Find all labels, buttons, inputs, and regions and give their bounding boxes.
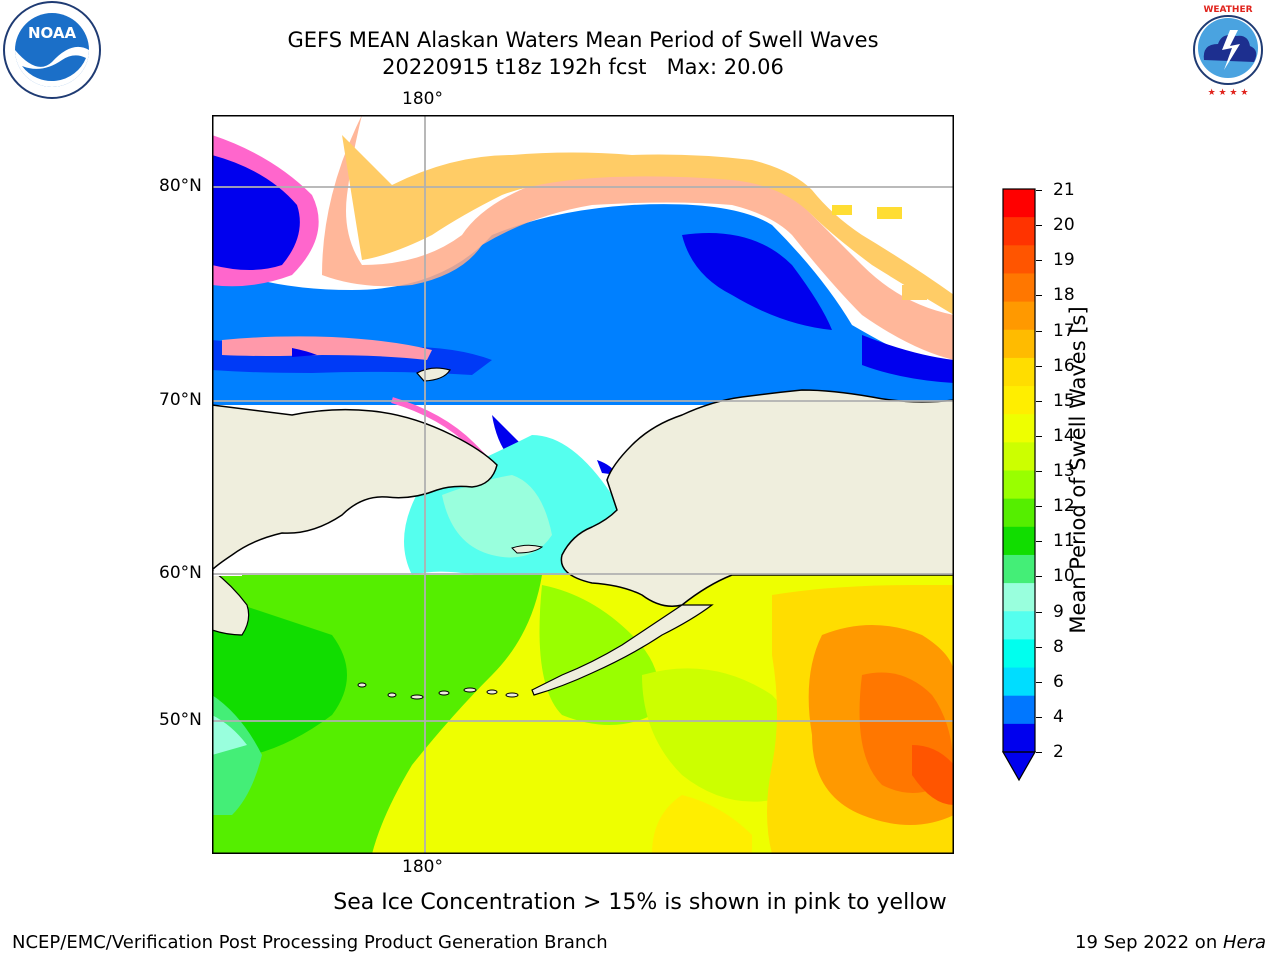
colorbar-tick-mark [1036,681,1042,683]
lat-label-60: 60°N [159,563,202,583]
colorbar-tick-mark [1036,576,1042,578]
nws-logo: WEATHER ★ ★ ★ ★ [1181,3,1275,98]
colorbar-tick-mark [1036,190,1042,191]
colorbar-tick-label: 19 [1053,250,1075,271]
noaa-logo: NOAA [3,1,101,99]
colorbar-tick-label: 8 [1053,636,1064,657]
colorbar-tick-label: 9 [1053,601,1064,622]
colorbar-tick-label: 4 [1053,706,1064,727]
colorbar-block [1003,189,1035,218]
colorbar-block [1003,667,1035,697]
colorbar-tick-label: 13 [1053,461,1075,481]
colorbar-block [1003,329,1035,359]
colorbar-tick-mark [1036,752,1042,753]
colorbar-tick-label: 11 [1053,531,1075,552]
svg-text:WEATHER: WEATHER [1203,5,1252,15]
colorbar-tick-mark [1036,435,1042,437]
footer-branch: NCEP/EMC/Verification Post Processing Pr… [12,932,608,953]
colorbar-tick-label: 6 [1053,671,1064,692]
colorbar-tick-mark [1036,295,1042,297]
colorbar-block [1003,386,1035,415]
colorbar-tick-label: 21 [1053,180,1075,200]
colorbar-tick-label: 2 [1053,742,1064,762]
footer-date-text: 19 Sep 2022 on [1075,932,1223,953]
colorbar-tick-mark [1036,225,1042,227]
colorbar-block [1003,273,1035,303]
footer-machine: Hera [1222,932,1266,953]
colorbar-tick-label: 17 [1053,320,1075,341]
colorbar-block [1003,695,1035,725]
colorbar-block [1003,611,1035,640]
colorbar-tick-mark [1036,611,1042,613]
colorbar-tick-mark [1036,646,1042,648]
svg-text:NOAA: NOAA [28,24,77,42]
colorbar-tick-mark [1036,716,1042,718]
footer-date: 19 Sep 2022 on Hera [1075,932,1266,953]
lat-label-50: 50°N [159,710,202,730]
colorbar-tick-label: 18 [1053,285,1075,306]
colorbar-tick-label: 15 [1053,390,1075,411]
colorbar-block [1003,526,1035,556]
colorbar-tick-mark [1036,365,1042,367]
colorbar-tick-mark [1036,400,1042,402]
swell-period-map [212,115,954,854]
svg-text:★ ★ ★ ★: ★ ★ ★ ★ [1208,88,1249,98]
colorbar-tick-label: 14 [1053,425,1075,446]
colorbar-tick-label: 10 [1053,566,1075,587]
lon-label-top: 180° [402,89,443,109]
colorbar-tick-label: 20 [1053,215,1075,236]
colorbar-block [1003,442,1035,471]
colorbar-block [1003,723,1035,753]
colorbar-block [1003,583,1035,612]
colorbar-block [1003,245,1035,274]
colorbar-block [1003,217,1035,246]
lon-label-bottom: 180° [402,857,443,877]
map-title: GEFS MEAN Alaskan Waters Mean Period of … [287,28,879,52]
map-subtitle: 20220915 t18z 192h fcst Max: 20.06 [382,55,784,79]
colorbar-block [1003,470,1035,500]
colorbar-block [1003,498,1035,528]
sea-ice-edge [212,135,319,287]
colorbar-tick-mark [1036,471,1042,472]
sea-ice-caption: Sea Ice Concentration > 15% is shown in … [333,890,947,915]
colorbar-block [1003,639,1035,669]
colorbar-block [1003,357,1035,387]
lat-label-70: 70°N [159,390,202,410]
colorbar-tick-mark [1036,330,1042,332]
colorbar-label: Mean Period of Swell Waves [s] [1066,306,1090,634]
colorbar-tick-mark [1036,506,1042,508]
colorbar-extend-arrow [1002,751,1036,782]
colorbar-block [1003,414,1035,443]
colorbar-block [1003,554,1035,584]
colorbar-tick-mark [1036,260,1042,262]
colorbar-block [1003,301,1035,331]
land-alaska [560,389,954,607]
lat-label-80: 80°N [159,176,202,196]
colorbar-tick-label: 12 [1053,496,1075,517]
colorbar-tick-mark [1036,541,1042,543]
graticule [212,115,954,854]
colorbar-tick-label: 16 [1053,355,1075,376]
colorbar [1002,188,1036,782]
